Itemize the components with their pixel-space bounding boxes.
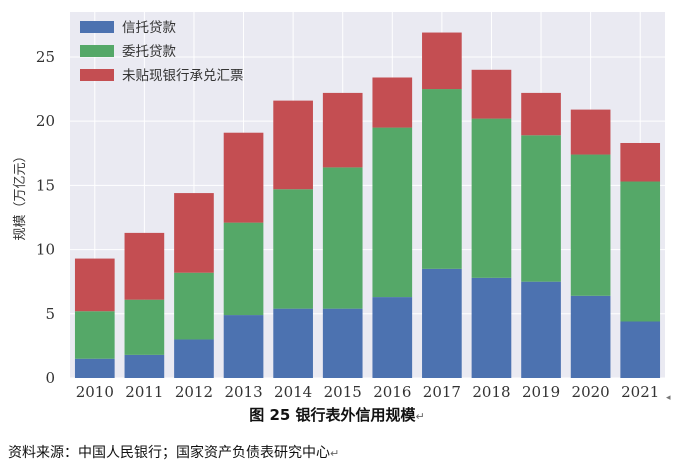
legend-swatch-entrusted-loans: [80, 45, 114, 57]
bar-2010-series-3: [74, 258, 115, 312]
x-tick-label: 2018: [472, 383, 510, 401]
y-tick-label: 10: [36, 241, 55, 259]
y-tick-label: 5: [45, 305, 55, 323]
bar-2020-series-3: [570, 109, 611, 155]
bar-2014-series-2: [273, 189, 313, 309]
source-note: 资料来源：中国人民银行；国家资产负债表研究中心↵: [8, 442, 339, 462]
legend-swatch-trust-loans: [80, 21, 114, 33]
side-marker: ◂: [666, 393, 671, 403]
x-tick-label: 2021: [621, 383, 659, 401]
bar-2019-series-3: [521, 92, 561, 136]
y-tick-label: 20: [36, 112, 55, 130]
bar-2013-series-3: [223, 132, 264, 223]
bar-2016-series-1: [372, 297, 413, 378]
bar-2015-series-1: [322, 308, 363, 378]
bar-2021-series-3: [620, 142, 661, 182]
source-return-mark: ↵: [330, 447, 340, 460]
bar-2012-series-3: [174, 193, 214, 273]
x-tick-label: 2015: [324, 383, 362, 401]
bar-2017-series-3: [422, 32, 462, 90]
bar-2015-series-3: [322, 92, 363, 168]
bar-2011-series-2: [124, 299, 165, 355]
source-text: 资料来源：中国人民银行；国家资产负债表研究中心: [8, 445, 330, 461]
x-tick-label: 2016: [373, 383, 411, 401]
x-tick-label: 2010: [76, 383, 114, 401]
x-tick-label: 2012: [175, 383, 213, 401]
x-tick-label: 2020: [572, 383, 610, 401]
bar-2012-series-2: [174, 272, 214, 340]
bar-2021-series-1: [620, 321, 661, 378]
y-tick-label: 15: [36, 176, 55, 194]
bar-2015-series-2: [322, 167, 363, 309]
bar-2018-series-2: [471, 118, 512, 278]
bar-2012-series-1: [174, 339, 214, 378]
bar-2011-series-3: [124, 232, 165, 300]
bar-2017-series-2: [422, 89, 462, 269]
legend-label-trust-loans: 信托贷款: [122, 20, 176, 36]
bar-2018-series-3: [471, 69, 512, 119]
legend: 信托贷款 委托贷款 未贴现银行承兑汇票: [80, 20, 244, 84]
bar-2010-series-1: [74, 358, 115, 378]
caption-return-mark: ↵: [415, 410, 425, 423]
legend-label-entrusted-loans: 委托贷款: [122, 44, 176, 60]
bar-2017-series-1: [422, 268, 462, 378]
bar-2020-series-1: [570, 295, 611, 378]
x-tick-label: 2017: [423, 383, 461, 401]
bar-2013-series-2: [223, 222, 264, 316]
y-axis-ticks: 0 5 10 15 20 25: [36, 48, 55, 387]
bar-2020-series-2: [570, 154, 611, 296]
y-axis-label: 规模（万亿元）: [13, 149, 28, 240]
bar-2014-series-1: [273, 308, 313, 378]
bar-2014-series-3: [273, 100, 313, 190]
bar-2019-series-2: [521, 135, 561, 282]
legend-swatch-undiscounted-bills: [80, 69, 114, 81]
bar-2011-series-1: [124, 354, 165, 378]
bar-2016-series-2: [372, 127, 413, 298]
legend-label-undiscounted-bills: 未贴现银行承兑汇票: [122, 68, 244, 84]
y-tick-label: 0: [45, 369, 55, 387]
bar-2010-series-2: [74, 311, 115, 359]
y-tick-label: 25: [36, 48, 55, 66]
bar-2013-series-1: [223, 315, 264, 378]
bar-2016-series-3: [372, 77, 413, 128]
plot-area-background: [70, 12, 665, 378]
x-tick-label: 2019: [522, 383, 560, 401]
bars: [74, 32, 661, 378]
bar-2018-series-1: [471, 277, 512, 378]
caption-text: 图 25 银行表外信用规模: [249, 406, 416, 424]
figure-caption: 图 25 银行表外信用规模↵: [0, 404, 674, 425]
x-tick-label: 2014: [274, 383, 312, 401]
bar-2019-series-1: [521, 281, 561, 378]
bar-2021-series-2: [620, 181, 661, 322]
x-axis-ticks: 2010 2011 2012 2013 2014 2015 2016 2017 2018 2019…: [76, 383, 660, 401]
x-tick-label: 2011: [125, 383, 163, 401]
x-tick-label: 2013: [224, 383, 262, 401]
